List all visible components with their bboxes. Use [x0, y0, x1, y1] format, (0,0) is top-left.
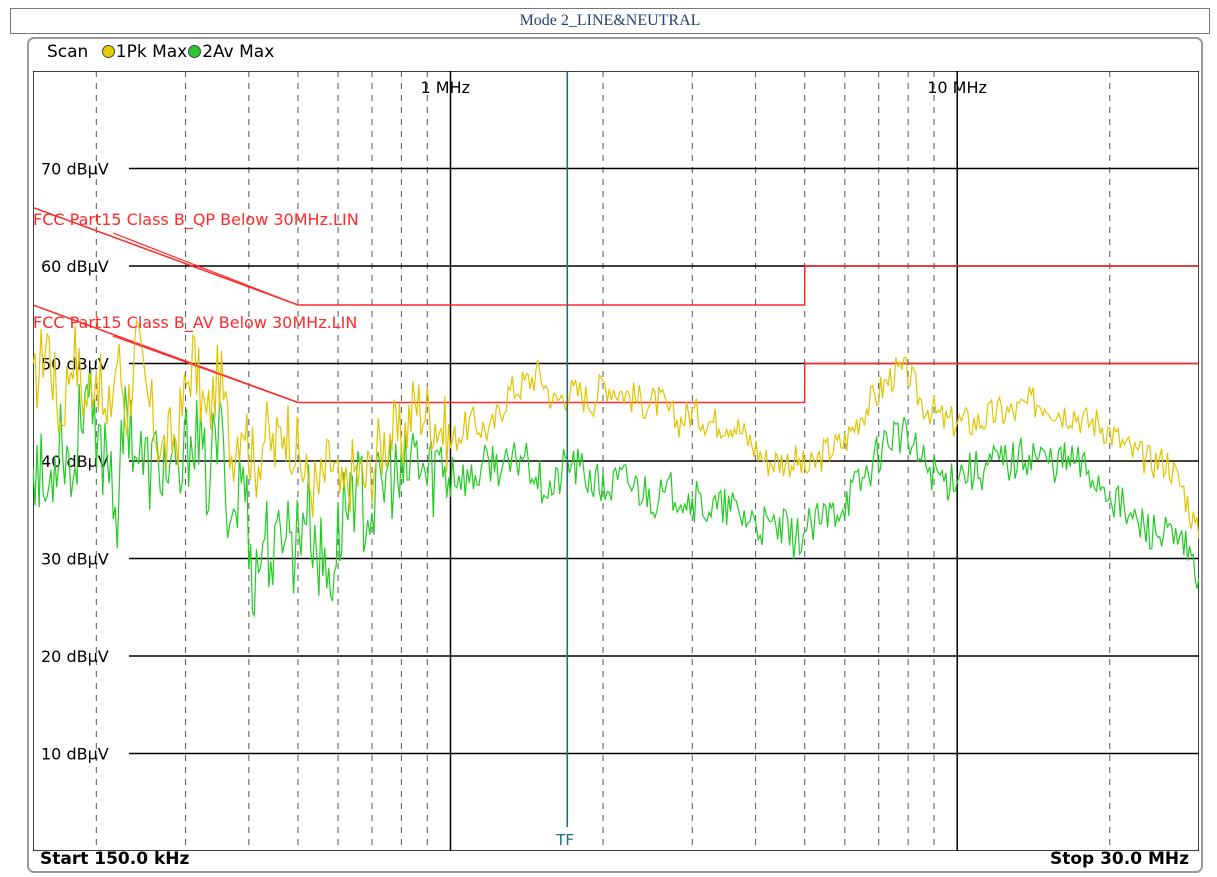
limit-lines: [33, 206, 1199, 404]
start-frequency-label: Start 150.0 kHz: [40, 849, 190, 869]
page-title: Mode 2_LINE&NEUTRAL: [519, 12, 701, 29]
y-tick-label: 40 dBµV: [41, 452, 109, 471]
y-tick-label: 20 dBµV: [41, 647, 109, 666]
y-tick-label: 70 dBµV: [41, 160, 109, 179]
scan-label: Scan: [47, 42, 89, 62]
average-trace-dot-icon: [188, 45, 202, 58]
peak-trace-line: [33, 318, 1199, 540]
spectrum-plot: 70 dBµV 60 dBµV 50 dBµV 40 dBµV 30 dBµV 20 dB…: [33, 71, 1199, 851]
tf-marker: TF: [555, 71, 574, 849]
frequency-span-footer: Start 150.0 kHz Stop 30.0 MHz: [33, 849, 1199, 871]
limit-line: [33, 304, 1199, 404]
trace-legend: Scan 1Pk Max 2Av Max: [47, 41, 274, 63]
y-tick-label: 60 dBµV: [41, 257, 109, 276]
x-tick-label: 10 MHz: [927, 78, 987, 97]
x-tick-label: 1 MHz: [420, 78, 470, 97]
y-axis-labels: 70 dBµV 60 dBµV 50 dBµV 40 dBµV 30 dBµV 20 dB…: [41, 160, 109, 764]
x-axis-labels: 1 MHz 10 MHz: [420, 78, 986, 97]
peak-trace-label: 1Pk Max: [115, 42, 188, 62]
limit-label-leader: [112, 335, 299, 404]
y-tick-label: 30 dBµV: [41, 550, 109, 569]
limit-line: [33, 206, 1199, 306]
average-trace-line: [33, 369, 1199, 618]
peak-trace-dot-icon: [101, 45, 115, 58]
limit-line-labels: FCC Part15 Class B_QP Below 30MHz.LIN FCC…: [33, 210, 359, 404]
page-title-bar: Mode 2_LINE&NEUTRAL: [10, 8, 1210, 34]
y-tick-label: 10 dBµV: [41, 745, 109, 764]
limit-label-leader: [112, 232, 299, 306]
title-divider: [10, 33, 1210, 34]
y-tick-label: 50 dBµV: [41, 355, 109, 374]
limit-line-label: FCC Part15 Class B_AV Below 30MHz.LIN: [33, 313, 357, 333]
limit-line-label: FCC Part15 Class B_QP Below 30MHz.LIN: [33, 210, 359, 230]
trace-series: [33, 318, 1199, 618]
stop-frequency-label: Stop 30.0 MHz: [1049, 849, 1189, 869]
marker-label: TF: [555, 831, 574, 849]
average-trace-label: 2Av Max: [202, 42, 275, 62]
